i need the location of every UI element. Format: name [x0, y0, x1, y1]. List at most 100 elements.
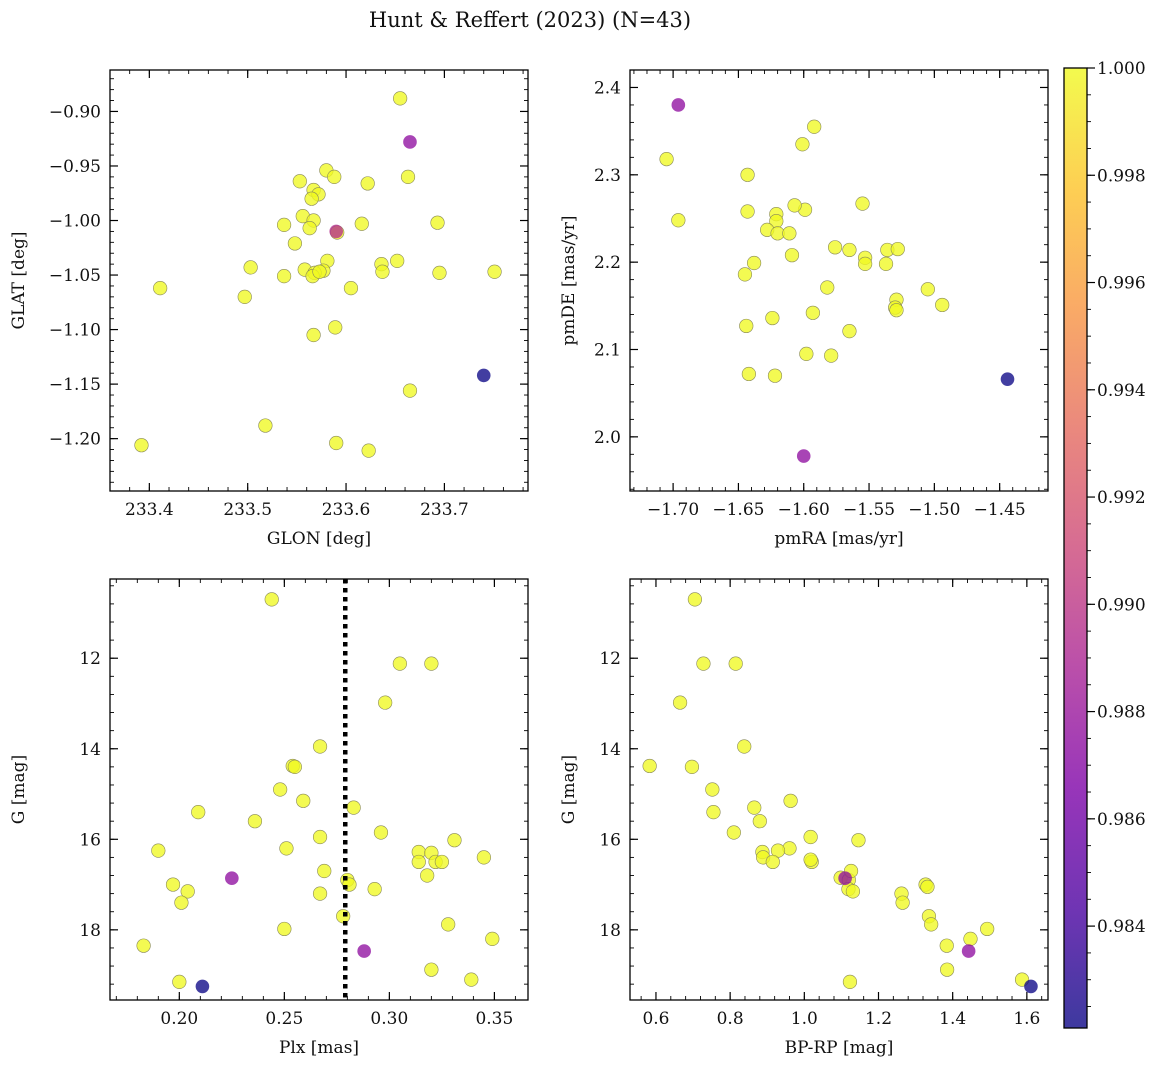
- colorbar-gradient: [1064, 68, 1087, 1028]
- colorbar-tick-label: 0.984: [1097, 917, 1146, 937]
- data-point: [963, 931, 978, 946]
- data-point: [767, 368, 783, 383]
- data-point: [741, 366, 756, 382]
- colorbar-tick-label: 0.996: [1097, 274, 1146, 294]
- data-point: [765, 310, 780, 326]
- data-point: [961, 944, 976, 958]
- data-point: [803, 852, 818, 867]
- y-tick-label: 16: [599, 830, 621, 850]
- data-point: [889, 303, 904, 318]
- data-point: [687, 592, 703, 607]
- data-point: [739, 318, 754, 334]
- colorbar-tick-label: 0.986: [1097, 810, 1146, 830]
- data-point: [151, 843, 166, 858]
- data-point: [807, 119, 822, 134]
- panel-4: 0.6 0.8 1.0 1.2 1.4 1.6 12 14 16 18 BP-RP [mag] G […: [559, 578, 1049, 1058]
- data-point: [317, 863, 332, 879]
- y-tick-label: 2.0: [594, 428, 621, 448]
- data-point: [842, 324, 857, 339]
- data-point: [1000, 372, 1015, 386]
- x-tick-label: 233.4: [125, 500, 174, 520]
- data-point: [696, 656, 711, 671]
- data-point: [343, 281, 359, 296]
- colorbar: 1.000 0.998 0.996 0.994 0.992 0.990 0.988 0.986…: [1063, 59, 1146, 1029]
- x-axis-label: BP-RP [mag]: [785, 1038, 894, 1058]
- data-point: [464, 972, 479, 987]
- axes-frame: [109, 578, 529, 1001]
- data-point: [935, 297, 950, 313]
- data-point: [858, 256, 873, 272]
- data-point: [740, 167, 755, 182]
- data-point: [327, 169, 342, 184]
- colorbar-tick-label: 0.988: [1097, 703, 1146, 723]
- minor-ticks: [110, 579, 528, 1000]
- x-tick-label: 1.2: [865, 1009, 892, 1029]
- data-point: [671, 98, 686, 112]
- data-point: [420, 868, 435, 883]
- minor-ticks: [630, 579, 1048, 1000]
- data-point: [329, 435, 344, 451]
- data-point: [424, 962, 439, 977]
- y-tick-label: 2.1: [594, 341, 621, 361]
- data-point: [672, 695, 688, 710]
- data-point: [784, 248, 800, 263]
- data-point: [153, 281, 168, 296]
- data-point: [740, 204, 755, 219]
- data-point: [827, 240, 843, 255]
- major-ticks: [110, 70, 528, 491]
- scatter-points: [659, 98, 1015, 463]
- data-point: [747, 800, 762, 815]
- data-point: [787, 198, 802, 213]
- y-tick-label: −1.10: [49, 321, 101, 341]
- data-point: [432, 265, 447, 280]
- data-point: [795, 137, 810, 152]
- data-point: [402, 383, 418, 398]
- data-point: [924, 917, 939, 932]
- data-point: [360, 176, 375, 191]
- x-tick-label: 1.0: [791, 1009, 818, 1029]
- data-point: [361, 443, 376, 458]
- data-point: [895, 895, 910, 910]
- data-point: [737, 739, 752, 754]
- data-point: [312, 886, 328, 901]
- data-point: [476, 850, 491, 865]
- data-point: [292, 174, 307, 189]
- data-point: [878, 256, 894, 272]
- x-tick-label: −1.65: [712, 500, 764, 520]
- colorbar-tick-label: 1.000: [1097, 59, 1146, 79]
- data-point: [312, 829, 328, 845]
- scatter-points: [134, 91, 502, 458]
- data-point: [980, 921, 995, 937]
- data-point: [312, 264, 327, 279]
- panels: 233.4 233.5 233.6 233.7 −0.90 −0.95 −1.00 −1.05…: [9, 69, 1049, 1058]
- data-point: [304, 191, 319, 206]
- colorbar-tick-label: 0.992: [1097, 488, 1146, 508]
- data-point: [287, 236, 303, 251]
- data-point: [357, 944, 371, 958]
- data-point: [237, 289, 252, 304]
- y-tick-label: 14: [599, 740, 621, 760]
- data-point: [393, 91, 408, 106]
- data-point: [940, 962, 955, 977]
- y-axis-label: G [mag]: [559, 755, 579, 824]
- data-point: [375, 264, 390, 279]
- y-tick-label: −1.20: [49, 430, 101, 450]
- data-point: [684, 759, 700, 774]
- panel-3: 0.20 0.25 0.30 0.35 12 14 16 18 Plx [mas] G [mag]: [9, 578, 529, 1058]
- data-point: [306, 327, 321, 343]
- data-point: [939, 938, 954, 953]
- data-point: [392, 656, 407, 671]
- y-tick-label: −0.95: [49, 157, 101, 177]
- y-tick-label: 2.4: [594, 78, 621, 98]
- data-point: [726, 825, 741, 840]
- data-point: [737, 267, 753, 282]
- data-point: [728, 656, 743, 671]
- data-point: [367, 881, 382, 897]
- data-point: [378, 695, 393, 710]
- axes-frame: [629, 69, 1049, 492]
- data-point: [765, 854, 780, 870]
- data-point: [434, 854, 449, 870]
- data-point: [752, 814, 767, 829]
- data-point: [390, 253, 405, 268]
- y-axis-label: GLAT [deg]: [9, 231, 29, 329]
